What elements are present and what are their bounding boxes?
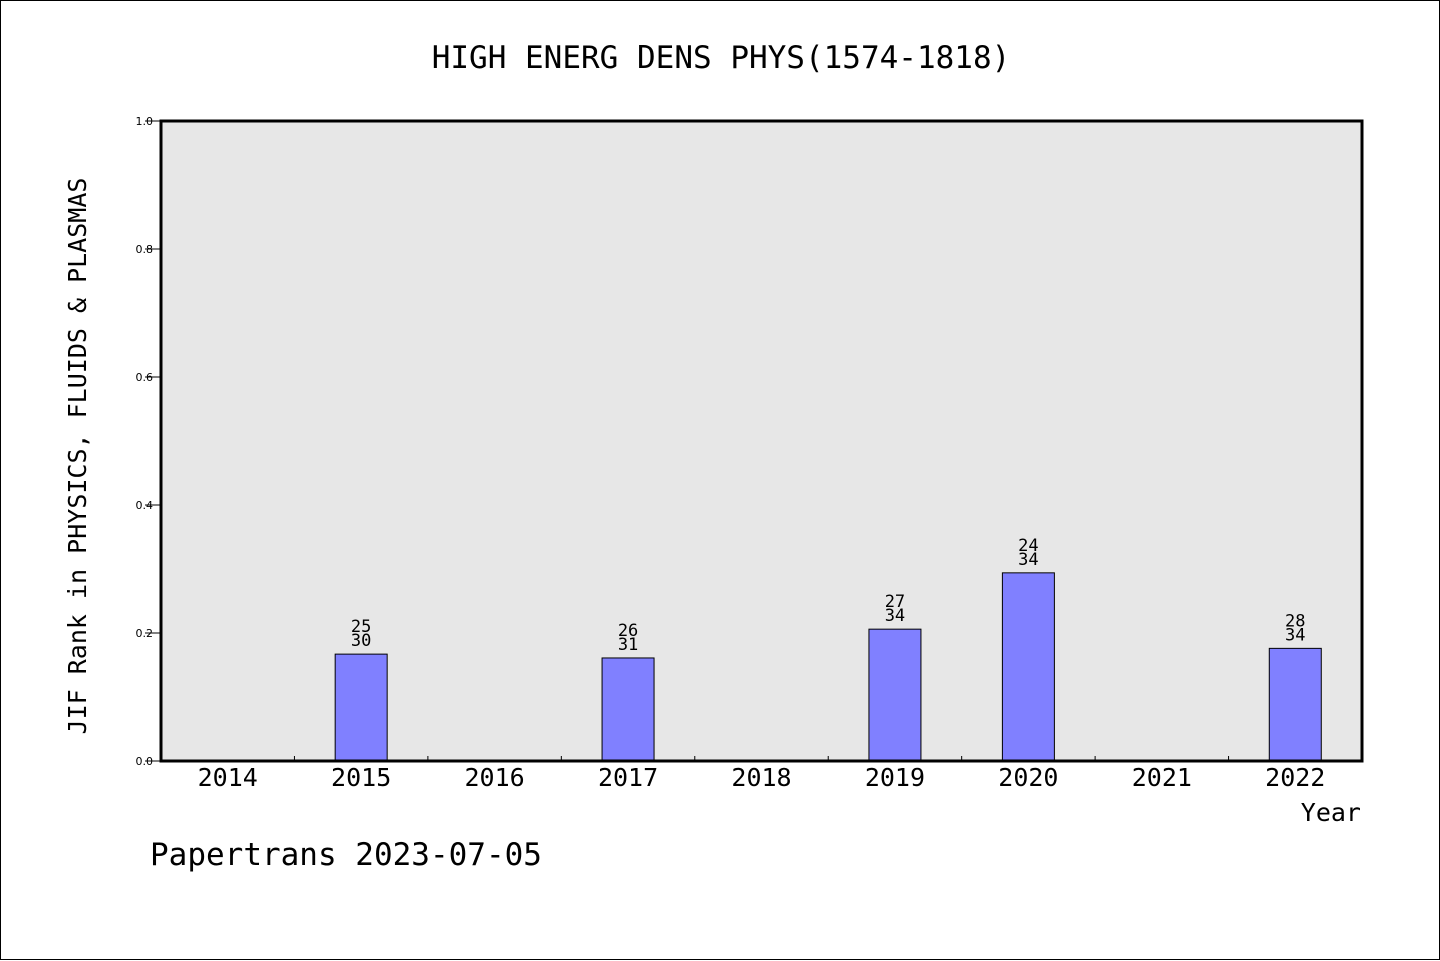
x-tick-label: 2021 xyxy=(1132,763,1192,792)
y-tick-label: 1.0 xyxy=(136,115,154,128)
bar-rank-label: 25 xyxy=(351,617,371,637)
bar-total-label: 30 xyxy=(351,631,371,651)
bar-total-label: 34 xyxy=(885,606,905,626)
x-tick-label: 2018 xyxy=(731,763,791,792)
x-tick-label: 2020 xyxy=(998,763,1058,792)
x-tick-label: 2014 xyxy=(198,763,258,792)
x-tick-label: 2022 xyxy=(1265,763,1325,792)
y-tick-label: 0.2 xyxy=(136,627,154,640)
y-tick-label: 0.8 xyxy=(136,243,154,256)
x-tick-label: 2015 xyxy=(331,763,391,792)
bar xyxy=(601,657,655,762)
y-tick-label: 0.4 xyxy=(136,499,154,512)
bars-layer xyxy=(334,572,1322,762)
bar-rank-label: 24 xyxy=(1018,536,1038,556)
y-axis-label: JIF Rank in PHYSICS, FLUIDS & PLASMAS xyxy=(63,178,92,735)
bar-total-label: 34 xyxy=(1018,550,1038,570)
bar-rank-label: 27 xyxy=(885,592,905,612)
bar-total-label: 34 xyxy=(1285,625,1305,645)
bar-rank-label: 28 xyxy=(1285,611,1305,631)
y-tick-label: 0.0 xyxy=(136,755,154,768)
bar xyxy=(334,653,388,762)
bar xyxy=(1001,572,1055,762)
x-axis-label: Year xyxy=(1301,798,1361,827)
bar xyxy=(1268,647,1322,762)
y-tick-label: 0.6 xyxy=(136,371,154,384)
x-tick-label: 2017 xyxy=(598,763,658,792)
ticks-layer: 0.0 0.2 0.4 0.6 0.8 1.0 2014 2015 2016 2017 2018 20… xyxy=(136,115,1326,792)
footer-credit: Papertrans 2023-07-05 xyxy=(150,837,542,873)
x-tick-label: 2016 xyxy=(465,763,525,792)
bar-rank-label: 26 xyxy=(618,621,638,641)
chart-title: HIGH ENERG DENS PHYS(1574-1818) xyxy=(432,40,1011,76)
plot-border xyxy=(159,119,1364,763)
bar-total-label: 31 xyxy=(618,635,638,655)
bar xyxy=(868,628,922,762)
x-tick-label: 2019 xyxy=(865,763,925,792)
